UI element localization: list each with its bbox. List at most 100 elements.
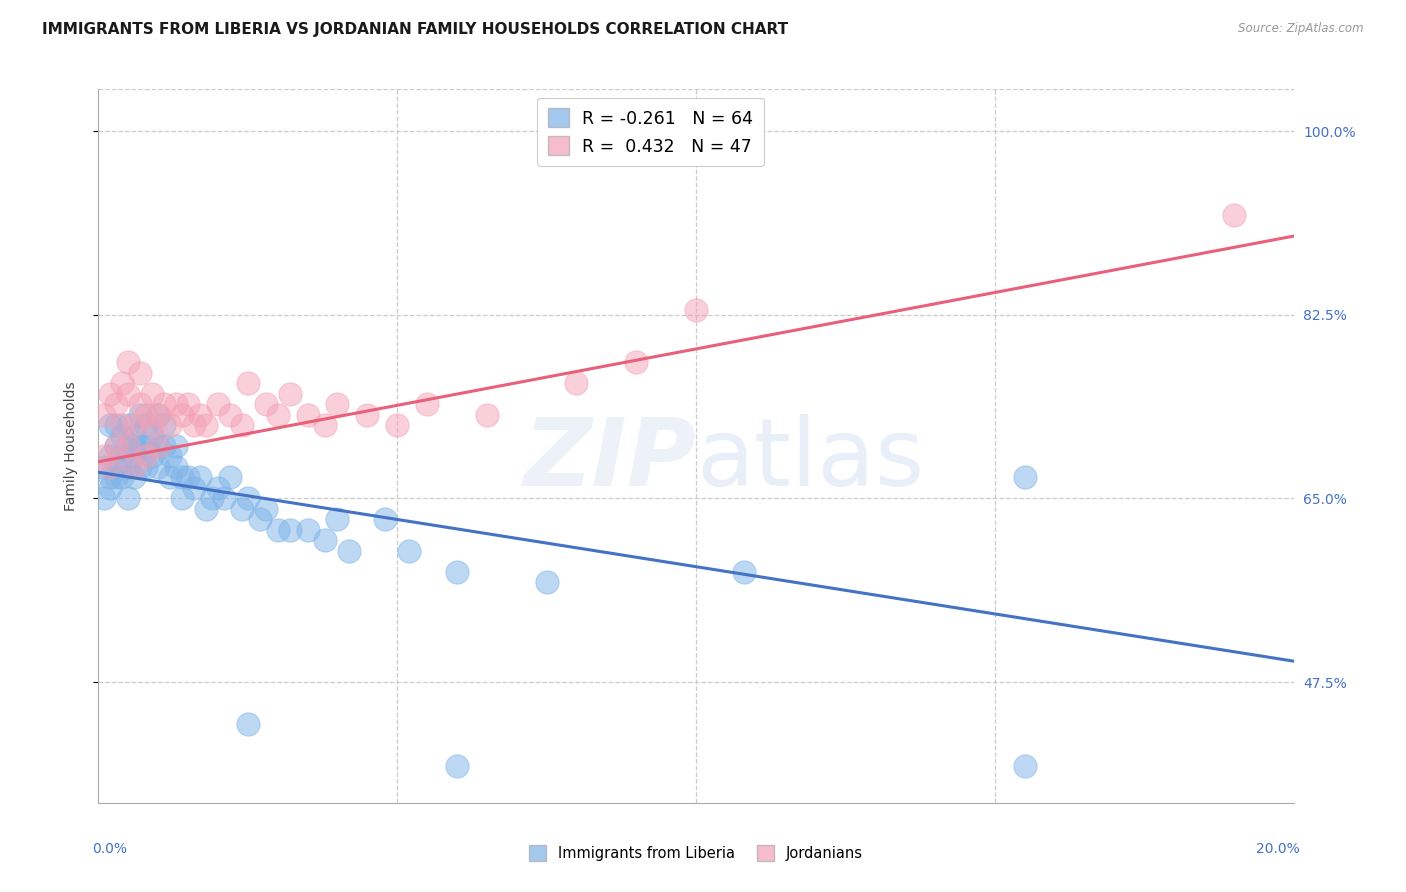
Text: atlas: atlas <box>696 414 924 507</box>
Point <box>385 417 409 432</box>
Point <box>219 408 242 422</box>
Point <box>148 408 170 422</box>
Point <box>135 450 157 464</box>
Point <box>98 470 122 484</box>
Point <box>172 470 194 484</box>
Point <box>165 439 187 453</box>
Point <box>93 408 115 422</box>
Point <box>129 366 152 380</box>
Point <box>148 439 170 453</box>
Point <box>141 428 163 442</box>
Point <box>153 439 176 453</box>
Text: Source: ZipAtlas.com: Source: ZipAtlas.com <box>1239 22 1364 36</box>
Point <box>326 397 349 411</box>
Point <box>183 417 205 432</box>
Point <box>172 408 194 422</box>
Point <box>1014 470 1036 484</box>
Point <box>626 355 648 369</box>
Point <box>129 408 152 422</box>
Point <box>446 759 468 773</box>
Point <box>129 460 152 475</box>
Point <box>129 439 152 453</box>
Point <box>148 408 170 422</box>
Point <box>111 428 134 442</box>
Point <box>236 717 259 731</box>
Point <box>339 544 361 558</box>
Point <box>398 544 420 558</box>
Point <box>315 533 337 548</box>
Point <box>565 376 588 390</box>
Point <box>278 386 301 401</box>
Point <box>141 386 163 401</box>
Point <box>177 470 200 484</box>
Point <box>254 397 277 411</box>
Point <box>297 408 319 422</box>
Point <box>148 439 170 453</box>
Point <box>278 523 301 537</box>
Point <box>201 491 224 506</box>
Point <box>105 470 128 484</box>
Point <box>188 408 211 422</box>
Point <box>111 376 134 390</box>
Point <box>165 460 187 475</box>
Point <box>117 386 139 401</box>
Point <box>93 460 115 475</box>
Point <box>207 481 229 495</box>
Point <box>267 523 290 537</box>
Point <box>159 450 181 464</box>
Point <box>98 481 122 495</box>
Point <box>98 386 122 401</box>
Point <box>195 502 218 516</box>
Point <box>124 470 146 484</box>
Point <box>117 439 139 453</box>
Point <box>1014 759 1036 773</box>
Point <box>98 417 122 432</box>
Point <box>105 397 128 411</box>
Point <box>124 417 146 432</box>
Point <box>124 450 146 464</box>
Point <box>159 417 181 432</box>
Point <box>172 491 194 506</box>
Point <box>374 512 396 526</box>
Point <box>183 481 205 495</box>
Point <box>135 417 157 432</box>
Point <box>159 470 181 484</box>
Point <box>117 417 139 432</box>
Point <box>135 408 157 422</box>
Point <box>188 470 211 484</box>
Text: ZIP: ZIP <box>523 414 696 507</box>
Point <box>105 439 128 453</box>
Point <box>236 491 259 506</box>
Point <box>685 302 707 317</box>
Point <box>254 502 277 516</box>
Point <box>98 460 122 475</box>
Point <box>129 397 152 411</box>
Point <box>249 512 271 526</box>
Point <box>1223 208 1246 222</box>
Point <box>231 502 253 516</box>
Point <box>148 460 170 475</box>
Point <box>267 408 290 422</box>
Point <box>315 417 337 432</box>
Point <box>207 397 229 411</box>
Point <box>124 428 146 442</box>
Legend: Immigrants from Liberia, Jordanians: Immigrants from Liberia, Jordanians <box>523 839 869 867</box>
Point <box>446 565 468 579</box>
Point <box>326 512 349 526</box>
Point <box>111 450 134 464</box>
Point <box>117 439 139 453</box>
Point <box>141 450 163 464</box>
Point <box>153 397 176 411</box>
Point <box>124 460 146 475</box>
Point <box>236 376 259 390</box>
Point <box>231 417 253 432</box>
Point <box>135 439 157 453</box>
Point <box>177 397 200 411</box>
Point <box>105 460 128 475</box>
Text: 0.0%: 0.0% <box>93 842 128 856</box>
Point <box>98 450 122 464</box>
Point <box>124 439 146 453</box>
Point <box>536 575 558 590</box>
Point <box>117 355 139 369</box>
Text: IMMIGRANTS FROM LIBERIA VS JORDANIAN FAMILY HOUSEHOLDS CORRELATION CHART: IMMIGRANTS FROM LIBERIA VS JORDANIAN FAM… <box>42 22 789 37</box>
